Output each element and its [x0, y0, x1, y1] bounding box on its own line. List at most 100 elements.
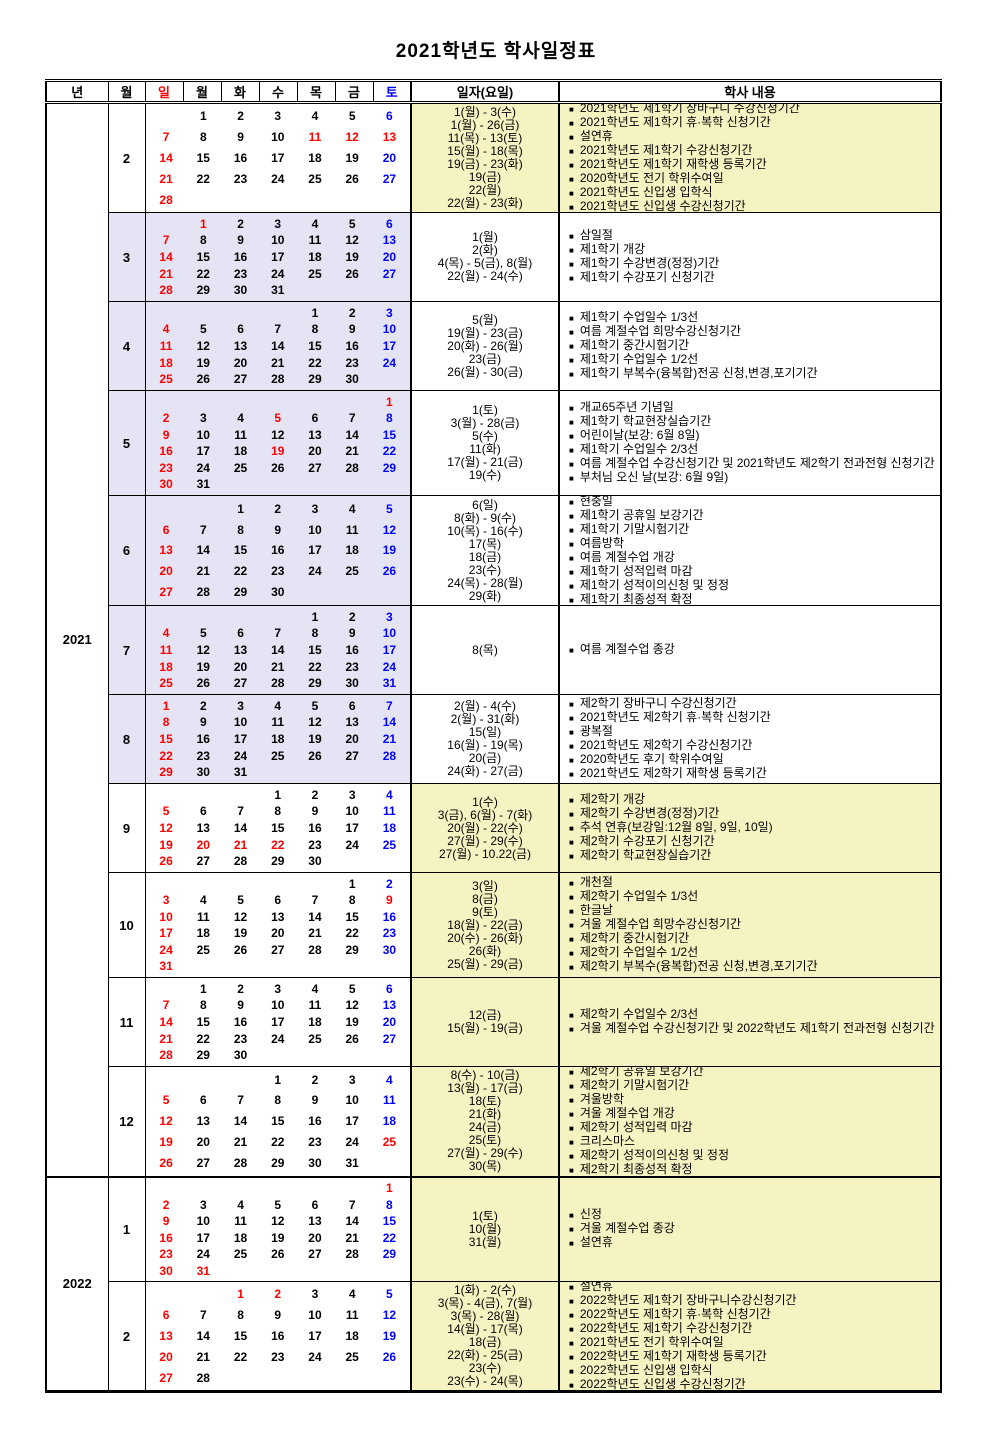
event-text: 설연휴 [579, 1281, 613, 1293]
bullet-icon: ■ [569, 700, 574, 709]
calendar-day: 9 [386, 893, 393, 908]
events-cell: ■ 여름 계절수업 종강 [559, 605, 941, 695]
calendar-day: 10 [271, 130, 285, 145]
date-range: 25(토) [468, 1133, 502, 1148]
dates-cell: 8(목) [411, 605, 560, 695]
event-item: ■ 제1학기 최종성적 확정 [560, 592, 940, 606]
bullet-icon: ■ [569, 175, 574, 184]
calendar-day: 19 [196, 355, 210, 370]
dates-cell: 5(월) 19(월) - 23(금) 20(화) - 26(월) 23(금) 26(월)… [411, 301, 560, 391]
calendar-day: 10 [382, 626, 397, 641]
month-cell: 2 [108, 1281, 146, 1392]
calendar-day: 5 [386, 1287, 393, 1302]
calendar-day: 14 [233, 820, 248, 835]
calendar-day: 20 [271, 926, 285, 941]
calendar-day: 29 [308, 372, 322, 387]
calendar-day: 18 [345, 543, 359, 558]
calendar-cell: 1 2 3 4 5 6 7 8 9 10 11 12 13 14 15 16 17 18 19 20 21 22 23 24 2… [145, 212, 412, 302]
month-row: 2021 2 1 2 3 4 5 6 7 8 9 10 11 12 13 14 15 16 17 18 19 20 21 22… [46, 102, 941, 1177]
event-item: ■ 부처님 오신 날(보강: 6월 9일) [560, 471, 940, 485]
month-row: 8 1 2 3 4 5 6 7 8 9 10 11 12 13 14 15 16 17 18 19 20 21 22 23 24… [46, 694, 941, 784]
event-text: 2022학년도 제1학기 휴·복학 신청기간 [579, 1307, 771, 1321]
event-text: 제2학기 장바구니 수강신청기간 [579, 696, 737, 710]
dates-cell: 6(일) 8(화) - 9(수) 10(목) - 16(수) 17(목) 18(금) 23… [411, 495, 560, 606]
event-item: ■ 제2학기 최종성적 확정 [560, 1163, 940, 1176]
calendar-day: 21 [233, 837, 248, 852]
calendar-day: 20 [196, 837, 210, 852]
calendar-day: 6 [386, 981, 393, 996]
date-range: 5(수) [472, 429, 498, 443]
calendar-day: 16 [308, 1114, 322, 1129]
bullet-icon: ■ [569, 1166, 574, 1176]
calendar-day: 25 [382, 1135, 397, 1150]
event-item: ■ 제2학기 수업일수 1/3선 [560, 890, 940, 904]
calendar-day: 7 [199, 522, 207, 537]
event-text: 겨울 계절수업 수강신청기간 및 2022학년도 제1학기 전과전형 신청기간 [579, 1021, 935, 1035]
event-item: ■ 겨울방학 [560, 1093, 940, 1107]
event-text: 제1학기 수업일수 1/2선 [579, 352, 699, 366]
bullet-icon: ■ [569, 1082, 574, 1092]
calendar-day: 16 [308, 820, 322, 835]
event-text: 2021학년도 신입생 수강신청기간 [579, 199, 746, 213]
calendar-day: 13 [382, 130, 397, 145]
calendar-day: 15 [308, 642, 322, 657]
event-text: 2022학년도 제1학기 장바구니수강신청기간 [579, 1293, 797, 1307]
calendar-day: 12 [196, 642, 210, 657]
event-item: ■ 제1학기 공휴일 보강기간 [560, 508, 940, 523]
calendar-day: 2 [348, 609, 356, 624]
calendar-day: 3 [348, 1072, 356, 1087]
calendar-day: 28 [271, 372, 285, 387]
calendar-day: 9 [311, 804, 319, 819]
calendar-day: 11 [159, 338, 173, 353]
event-text: 2021학년도 제1학기 재학생 등록기간 [579, 157, 767, 171]
event-item: ■ 광복절 [560, 725, 940, 739]
calendar-day: 14 [159, 1014, 173, 1029]
calendar-day: 27 [196, 854, 210, 869]
bullet-icon: ■ [569, 1124, 574, 1134]
event-text: 2021학년도 신입생 입학식 [579, 185, 713, 199]
year-cell: 2022 [46, 1175, 109, 1392]
calendar-cell: 1 2 3 4 5 6 7 8 9 10 11 12 13 14 15 16 17 18 19 20 21 22 23 24 2… [145, 872, 412, 978]
calendar-day: 10 [159, 909, 173, 924]
event-text: 제1학기 수업일수 1/3선 [579, 310, 699, 324]
event-text: 겨울 계절수업 종강 [579, 1221, 675, 1236]
date-range: 21(화) [468, 1107, 502, 1122]
calendar-day: 23 [196, 748, 210, 763]
calendar-day: 3 [311, 1287, 319, 1302]
event-text: 제1학기 수업일수 2/3선 [579, 442, 699, 456]
date-range: 1(토) [472, 1208, 498, 1223]
event-item: ■ 제2학기 장바구니 수강신청기간 [560, 697, 940, 711]
bullet-icon: ■ [569, 1025, 574, 1034]
date-range: 18(월) - 22(금) [447, 917, 523, 932]
date-range: 9(토) [472, 904, 498, 919]
calendar-cell: 1 2 3 4 5 6 7 8 9 10 11 12 13 14 15 16 17 18 19 20 21 22 23 24 2… [145, 605, 412, 695]
date-range: 3(금), 6(월) - 7(화) [437, 807, 533, 822]
calendar-day: 26 [233, 942, 248, 957]
calendar-day: 13 [271, 909, 285, 924]
calendar-day: 25 [233, 460, 248, 475]
month-cell: 7 [108, 605, 146, 695]
calendar-day: 19 [382, 543, 397, 558]
bullet-icon: ■ [569, 1110, 574, 1120]
event-text: 삼일절 [579, 228, 613, 242]
calendar-day: 25 [271, 748, 285, 763]
date-range: 3(일) [472, 878, 498, 893]
calendar-day: 23 [233, 266, 248, 281]
bullet-icon: ■ [569, 418, 574, 427]
month-cell: 5 [108, 390, 146, 496]
calendar-day: 4 [386, 787, 393, 802]
events-cell: ■ 2021학년도 제1학기 장바구니 수강신청기간 ■ 2021학년도 제1학기 휴… [559, 102, 941, 213]
calendar-day: 26 [271, 1247, 285, 1261]
calendar-day: 28 [196, 1370, 210, 1385]
calendar-day: 17 [271, 249, 285, 264]
calendar-day: 2 [162, 411, 170, 426]
calendar-day: 29 [345, 942, 359, 957]
date-range: 10(월) [468, 1221, 502, 1236]
calendar-day: 18 [345, 1328, 359, 1343]
calendar-day: 5 [348, 109, 356, 124]
calendar-day: 9 [199, 715, 207, 730]
event-item: ■ 2021학년도 전기 학위수여일 [560, 1336, 940, 1350]
calendar-day: 19 [196, 659, 210, 674]
event-text: 어린이날(보강: 6월 8일) [579, 428, 700, 442]
date-range: 8(수) - 10(금) [450, 1068, 520, 1083]
